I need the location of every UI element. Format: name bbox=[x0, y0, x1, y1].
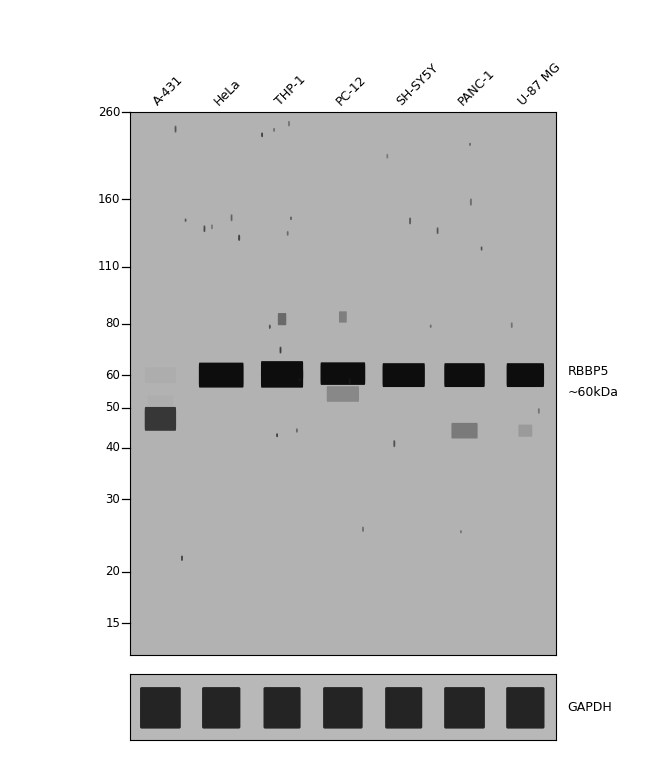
FancyBboxPatch shape bbox=[451, 423, 478, 439]
FancyBboxPatch shape bbox=[323, 687, 363, 728]
Text: U-87 MG: U-87 MG bbox=[516, 61, 564, 109]
Text: 20: 20 bbox=[105, 566, 120, 578]
FancyBboxPatch shape bbox=[278, 313, 286, 326]
Text: 60: 60 bbox=[105, 369, 120, 381]
Text: RBBP5: RBBP5 bbox=[567, 365, 609, 377]
FancyBboxPatch shape bbox=[145, 407, 176, 431]
FancyBboxPatch shape bbox=[519, 425, 532, 437]
FancyBboxPatch shape bbox=[506, 363, 544, 387]
Text: 80: 80 bbox=[105, 317, 120, 330]
FancyBboxPatch shape bbox=[339, 312, 346, 322]
Circle shape bbox=[280, 347, 281, 353]
FancyBboxPatch shape bbox=[145, 367, 176, 383]
FancyBboxPatch shape bbox=[320, 363, 365, 385]
FancyBboxPatch shape bbox=[263, 687, 300, 728]
FancyBboxPatch shape bbox=[261, 369, 303, 388]
Text: 40: 40 bbox=[105, 441, 120, 454]
Text: ~60kDa: ~60kDa bbox=[567, 386, 618, 398]
FancyBboxPatch shape bbox=[199, 363, 244, 388]
Text: HeLa: HeLa bbox=[212, 77, 244, 109]
FancyBboxPatch shape bbox=[140, 687, 181, 728]
Text: A-431: A-431 bbox=[151, 74, 186, 108]
Circle shape bbox=[437, 228, 438, 233]
FancyBboxPatch shape bbox=[385, 687, 422, 728]
FancyBboxPatch shape bbox=[148, 395, 174, 406]
FancyBboxPatch shape bbox=[202, 687, 240, 728]
Text: SH-SY5Y: SH-SY5Y bbox=[395, 62, 441, 108]
FancyBboxPatch shape bbox=[444, 687, 485, 728]
Text: 30: 30 bbox=[105, 493, 120, 506]
Text: 260: 260 bbox=[98, 106, 120, 119]
Circle shape bbox=[394, 441, 395, 446]
FancyBboxPatch shape bbox=[261, 361, 303, 381]
Text: 15: 15 bbox=[105, 617, 120, 630]
Text: PANC-1: PANC-1 bbox=[456, 67, 497, 108]
FancyBboxPatch shape bbox=[327, 386, 359, 401]
Text: GAPDH: GAPDH bbox=[567, 701, 612, 714]
FancyBboxPatch shape bbox=[444, 363, 485, 387]
Text: PC-12: PC-12 bbox=[333, 74, 369, 108]
Text: THP-1: THP-1 bbox=[273, 74, 308, 108]
Text: 160: 160 bbox=[98, 193, 120, 206]
Text: 50: 50 bbox=[105, 401, 120, 415]
FancyBboxPatch shape bbox=[506, 687, 545, 728]
Text: 110: 110 bbox=[98, 260, 120, 273]
Circle shape bbox=[231, 215, 232, 221]
FancyBboxPatch shape bbox=[383, 363, 425, 387]
